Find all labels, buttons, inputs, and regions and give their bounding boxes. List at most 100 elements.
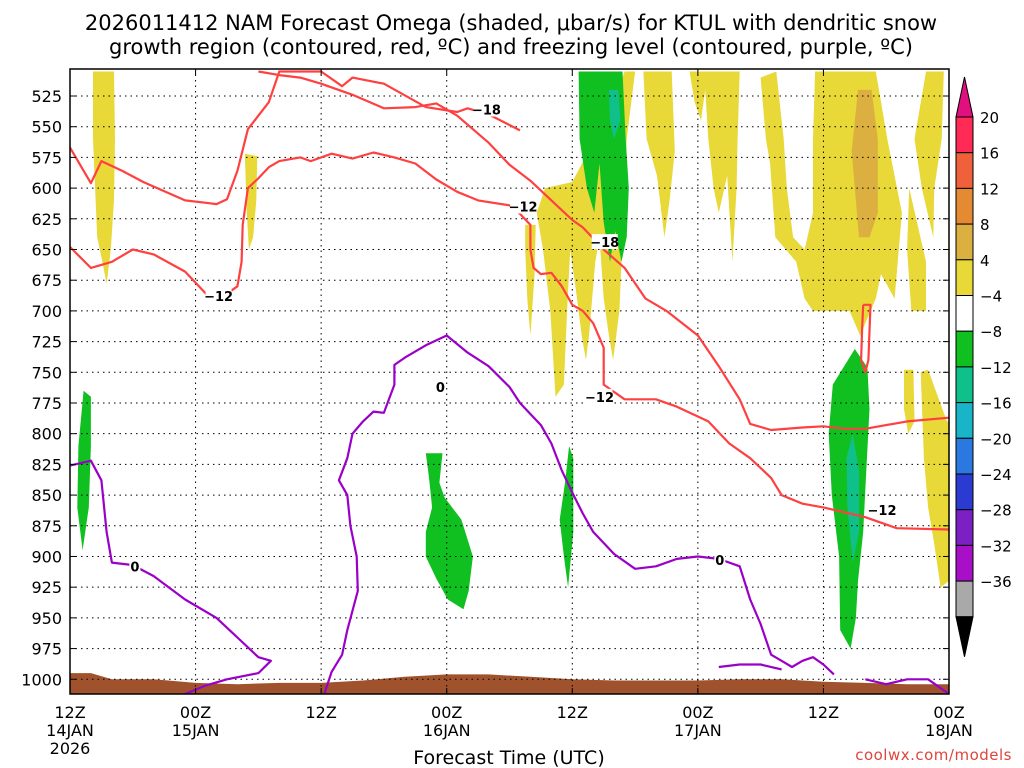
y-tick-label: 800 (31, 425, 62, 444)
y-tick-label: 925 (31, 578, 62, 597)
chart-title-line1: 2026011412 NAM Forecast Omega (shaded, μ… (85, 11, 937, 35)
colorbar-swatch (955, 295, 974, 332)
freezing-contour-line (70, 459, 272, 694)
colorbar-top-arrow (955, 76, 974, 118)
colorbar-label: −12 (980, 359, 1012, 377)
x-tick-time: 12Z (54, 703, 85, 722)
colorbar-label: −16 (980, 395, 1012, 413)
y-tick-label: 900 (31, 547, 62, 566)
colorbar-label: 12 (980, 180, 999, 198)
contour-label: −18 (590, 236, 619, 251)
contour-label-bg (473, 101, 500, 117)
dgz-contour-line (70, 70, 521, 206)
x-tick-time: 12Z (808, 703, 839, 722)
x-tick-date: 15JAN (172, 721, 220, 740)
x-tick-time: 00Z (180, 703, 211, 722)
plot-frame (69, 68, 950, 695)
colorbar-swatch (955, 116, 974, 154)
colorbar-swatch (955, 580, 974, 618)
colorbar-label: 8 (980, 216, 990, 234)
colorbar-label: −28 (980, 502, 1012, 520)
colorbar-swatch (955, 544, 974, 582)
x-tick-time: 12Z (557, 703, 588, 722)
freezing-contour-line (865, 678, 949, 694)
freezing-contour-line (718, 663, 782, 671)
y-tick-label: 1000 (21, 670, 62, 689)
colorbar-swatch (955, 509, 974, 546)
y-tick-label: 975 (31, 640, 62, 659)
x-tick-year: 2026 (50, 739, 91, 758)
omega-region (846, 433, 859, 563)
y-tick-label: 650 (31, 241, 62, 260)
gridlines (70, 69, 949, 694)
terrain-fill (70, 673, 949, 694)
omega-region (851, 89, 878, 238)
y-tick-label: 875 (31, 517, 62, 536)
colorbar-swatch (955, 152, 974, 189)
terrain-layer (70, 673, 949, 694)
y-tick-label: 575 (31, 148, 62, 167)
contour-label: −12 (585, 391, 614, 406)
colorbar-bottom-arrow (955, 616, 974, 657)
colorbar-label: −4 (980, 288, 1002, 306)
contour-labels: −12 −18 −12 −18 −12 −12 0 0 0 (129, 101, 897, 575)
contour-label: −12 (509, 201, 538, 216)
x-tick-time: 00Z (682, 703, 713, 722)
y-tick-label: 525 (31, 87, 62, 106)
y-tick-label: 700 (31, 302, 62, 321)
y-tick-label: 750 (31, 363, 62, 382)
colorbar-swatch (955, 223, 974, 261)
y-tick-label: 775 (31, 394, 62, 413)
x-tick-date: 17JAN (674, 721, 722, 740)
x-tick-time: 12Z (305, 703, 336, 722)
colorbar-swatch (955, 187, 974, 225)
y-tick-label: 625 (31, 210, 62, 229)
contour-label-bg (714, 552, 726, 568)
colorbar-label: −8 (980, 323, 1002, 341)
x-tick-date: 16JAN (423, 721, 471, 740)
y-tick-label: 675 (31, 271, 62, 290)
chart-title-line2: growth region (contoured, red, ºC) and f… (109, 35, 913, 59)
contour-label-bg (205, 288, 232, 304)
omega-region (93, 71, 115, 284)
omega-region (920, 369, 949, 588)
omega-region (244, 153, 258, 250)
x-tick-time: 00Z (431, 703, 462, 722)
omega-region (77, 390, 91, 551)
plot-area (70, 69, 949, 694)
contour-label: −18 (472, 104, 501, 119)
y-tick-label: 550 (31, 118, 62, 137)
colorbar-label: −20 (980, 430, 1012, 448)
omega-region (525, 224, 536, 336)
omega-region (559, 446, 574, 588)
y-tick-label: 725 (31, 333, 62, 352)
colorbar-label: 4 (980, 252, 990, 270)
omega-region (608, 89, 621, 139)
y-tick-label: 850 (31, 486, 62, 505)
freezing-contour-line (323, 334, 835, 694)
contour-label-bg (586, 388, 613, 404)
contour-label: 0 (715, 554, 724, 569)
colorbar: 20 16 12 8 4 −4 −8 −12 −16 −20 −24 −28 −32 −36 (955, 76, 1012, 657)
dgz-contour-line (70, 151, 949, 531)
colorbar-swatch (955, 366, 974, 404)
contour-label: 0 (436, 381, 445, 396)
omega-region (643, 71, 675, 238)
x-tick-time: 00Z (933, 703, 964, 722)
colorbar-swatch (955, 259, 974, 296)
contour-label-bg (510, 198, 537, 214)
x-tick-date: 18JAN (925, 721, 973, 740)
x-tick-date: 14JAN (46, 721, 94, 740)
credit-text: coolwx.com/models (855, 746, 1012, 764)
colorbar-label: −24 (980, 466, 1012, 484)
y-tick-label: 825 (31, 455, 62, 474)
contour-label: −12 (204, 290, 233, 305)
x-axis-label: Forecast Time (UTC) (413, 747, 604, 768)
colorbar-swatch (955, 402, 974, 439)
dgz-contour-line (859, 303, 872, 374)
omega-region (689, 71, 740, 262)
omega-region (904, 369, 915, 434)
omega-shading-layer (77, 71, 949, 649)
